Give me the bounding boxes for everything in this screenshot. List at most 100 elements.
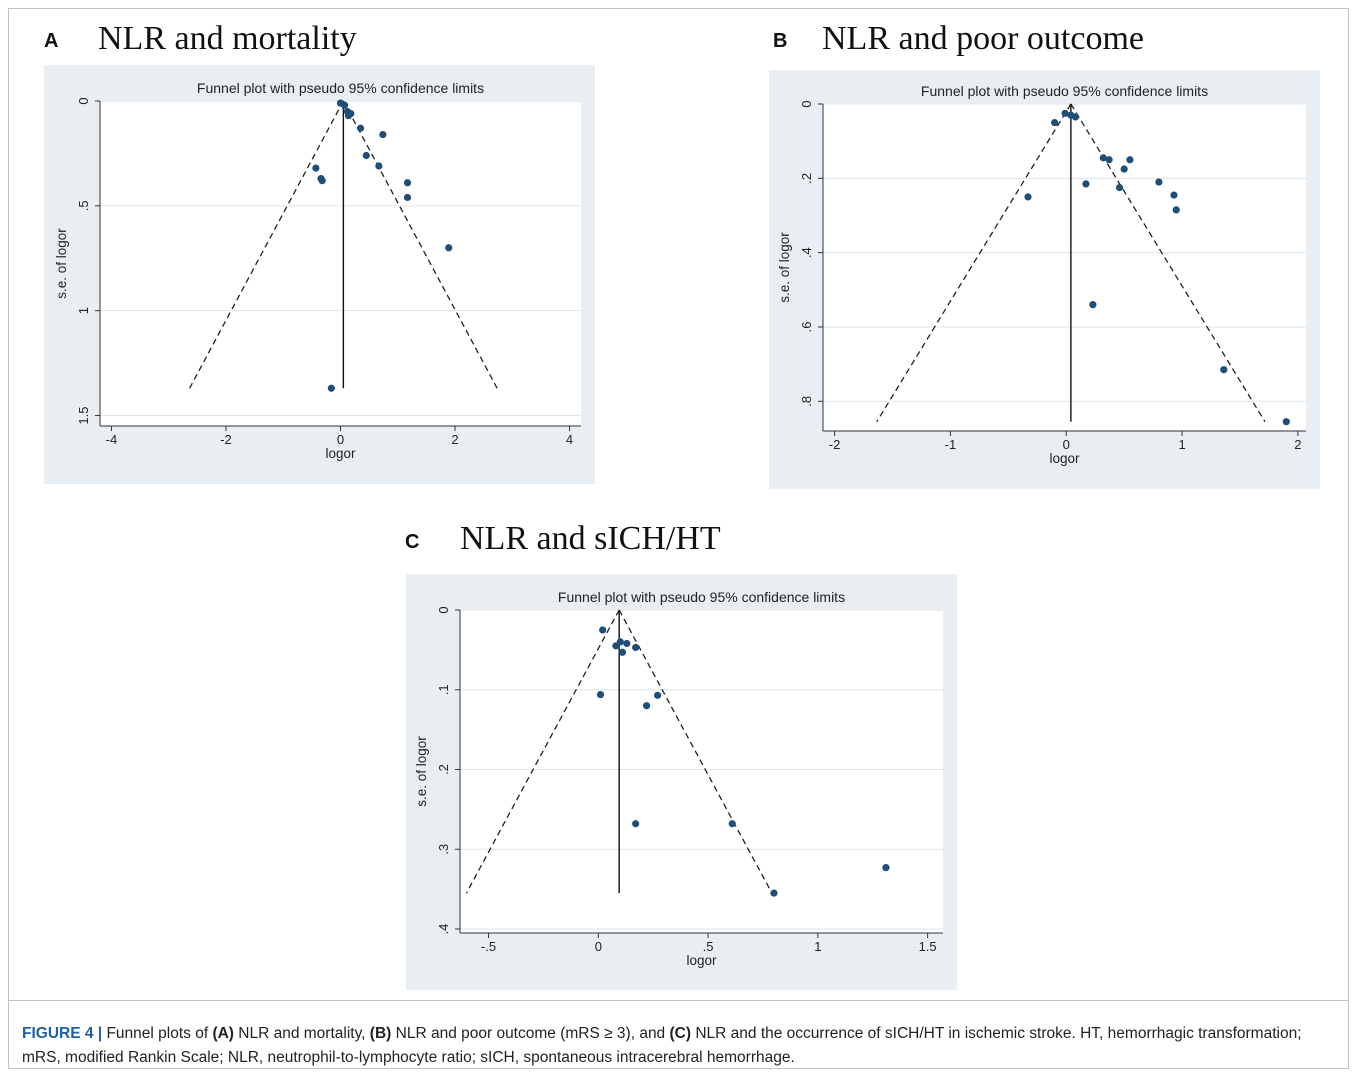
caption-divider (9, 1000, 1348, 1001)
study-point-b-14 (1089, 301, 1097, 309)
plot-title-a: Funnel plot with pseudo 95% confidence l… (197, 80, 484, 96)
chart-c-panel: -.5 0 .5 1 1.5 0 .1 .2 .3 .4 Funnel plot with pseu… (406, 574, 957, 990)
figure-caption: FIGURE 4 | Funnel plots of (A) NLR and m… (22, 1022, 1332, 1070)
x-axis-label-c: logor (686, 953, 717, 968)
x-tick-label-b-0: -2 (829, 437, 841, 452)
x-axis-label-b: logor (1049, 451, 1080, 466)
panel-c-heading: NLR and sICH/HT (460, 520, 721, 557)
study-point-a-6 (379, 130, 387, 139)
plot-title-c: Funnel plot with pseudo 95% confidence l… (558, 589, 845, 605)
y-tick-label-a-3: 1.5 (76, 406, 91, 424)
x-tick-label-b-1: -1 (945, 437, 957, 452)
caption-ref-a: (A) (212, 1025, 234, 1042)
study-point-b-2 (1071, 113, 1080, 121)
study-point-c-2 (616, 638, 624, 646)
study-point-c-6 (653, 691, 662, 699)
plot-area-c (460, 610, 943, 933)
study-point-c-4 (632, 643, 640, 652)
study-point-b-10 (1155, 178, 1163, 186)
ci-limit-right-c (618, 609, 773, 894)
study-point-b-5 (1105, 156, 1113, 164)
study-point-a-4 (344, 112, 353, 120)
study-point-b-8 (1082, 180, 1090, 188)
caption-text-2: NLR and mortality, (233, 1025, 370, 1042)
study-point-b-11 (1170, 191, 1178, 199)
study-point-c-9 (632, 820, 640, 828)
study-point-b-3 (1051, 118, 1059, 127)
panel-b-heading: NLR and poor outcome (822, 20, 1144, 57)
plot-title-b: Funnel plot with pseudo 95% confidence l… (921, 83, 1208, 99)
study-point-b-0 (1061, 109, 1069, 117)
caption-ref-b: (B) (369, 1025, 392, 1042)
study-point-c-0 (599, 626, 607, 634)
y-tick-label-b-4: .8 (799, 396, 814, 407)
y-tick-label-b-2: .4 (799, 247, 814, 258)
study-point-b-6 (1126, 156, 1134, 164)
x-tick-label-a-3: 2 (451, 432, 458, 447)
study-point-a-14 (445, 244, 453, 252)
funnel-plot-a-svg: -4 -2 0 2 4 0 .5 1 1.5 Funnel plot with pseudo 95… (54, 80, 581, 461)
x-tick-label-a-4: 4 (566, 432, 573, 447)
y-tick-label-c-1: .1 (436, 684, 451, 695)
x-tick-label-c-0: -.5 (481, 939, 496, 954)
study-point-a-13 (403, 193, 412, 202)
y-axis-label-b: s.e. of logor (777, 232, 792, 303)
caption-ref-c: (C) (669, 1025, 692, 1042)
y-tick-label-b-1: .2 (799, 173, 814, 184)
x-tick-label-b-4: 2 (1294, 437, 1301, 452)
funnel-plot-b-svg: -2 -1 0 1 2 0 .2 .4 .6 .8 Funnel plot with pseudo … (777, 83, 1306, 466)
study-point-a-8 (375, 162, 383, 170)
funnel-plot-c-svg: -.5 0 .5 1 1.5 0 .1 .2 .3 .4 Funnel plot with pseu… (414, 589, 943, 968)
plot-area-b (823, 104, 1306, 431)
x-tick-label-c-3: 1 (814, 939, 821, 954)
figure-frame (8, 8, 1349, 1069)
chart-b-panel: -2 -1 0 1 2 0 .2 .4 .6 .8 Funnel plot with pseudo … (769, 70, 1320, 489)
study-point-a-11 (318, 177, 326, 185)
study-point-a-12 (403, 179, 412, 187)
y-tick-label-b-0: 0 (799, 100, 814, 107)
y-tick-label-c-2: .2 (436, 764, 451, 775)
y-tick-label-b-3: .6 (799, 322, 814, 333)
y-tick-label-c-0: 0 (436, 606, 451, 613)
panel-c-letter: C (405, 531, 420, 553)
study-point-a-5 (356, 124, 365, 132)
study-point-b-12 (1024, 193, 1032, 201)
study-point-c-3 (623, 639, 631, 648)
study-point-b-4 (1099, 154, 1107, 162)
study-point-b-13 (1172, 206, 1180, 214)
panel-b-letter: B (773, 30, 788, 52)
study-point-c-12 (770, 889, 778, 897)
x-tick-label-c-4: 1.5 (919, 939, 937, 954)
y-axis-label-c: s.e. of logor (414, 736, 429, 807)
caption-text-4: NLR and the occurrence of sICH/HT in isc… (22, 1025, 1302, 1066)
study-point-b-15 (1220, 366, 1228, 374)
study-point-c-5 (618, 648, 627, 656)
y-tick-label-c-3: .3 (436, 844, 451, 855)
x-tick-label-c-1: 0 (595, 939, 602, 954)
study-point-a-7 (362, 151, 370, 160)
study-point-c-7 (596, 690, 605, 699)
ci-limit-left-a (189, 100, 344, 389)
x-tick-label-a-2: 0 (337, 432, 344, 447)
chart-a-panel: -4 -2 0 2 4 0 .5 1 1.5 Funnel plot with pseudo 95… (44, 65, 595, 484)
x-tick-label-b-2: 0 (1063, 437, 1070, 452)
ci-limit-right-a (342, 100, 498, 389)
study-point-b-9 (1115, 184, 1124, 192)
x-tick-label-c-2: .5 (703, 939, 714, 954)
y-tick-label-a-0: 0 (76, 97, 91, 104)
y-axis-label-a: s.e. of logor (54, 228, 69, 299)
caption-text-3: NLR and poor outcome (mRS ≥ 3), and (391, 1025, 670, 1042)
y-tick-label-c-4: .4 (436, 924, 451, 935)
plot-area-a (100, 101, 581, 426)
x-tick-label-a-0: -4 (106, 432, 118, 447)
panel-a-heading: NLR and mortality (98, 20, 357, 57)
study-point-c-11 (882, 864, 890, 872)
caption-figure-label: FIGURE 4 | (22, 1025, 103, 1042)
x-axis-label-a: logor (325, 446, 356, 461)
y-tick-label-a-2: 1 (76, 307, 91, 314)
y-tick-label-a-1: .5 (76, 200, 91, 211)
study-point-a-15 (327, 384, 335, 392)
ci-limit-left-c (465, 609, 620, 894)
study-point-c-8 (643, 702, 651, 710)
panel-a-letter: A (44, 30, 59, 52)
